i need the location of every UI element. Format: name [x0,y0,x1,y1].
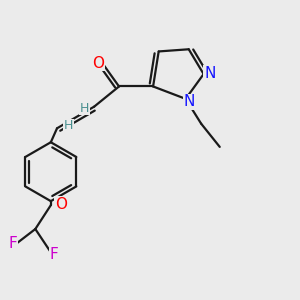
Text: O: O [92,56,104,71]
Text: F: F [8,236,17,251]
Text: N: N [204,66,215,81]
Text: H: H [80,102,89,115]
Text: N: N [184,94,195,110]
Text: H: H [64,119,74,132]
Text: F: F [50,247,58,262]
Text: O: O [55,197,67,212]
